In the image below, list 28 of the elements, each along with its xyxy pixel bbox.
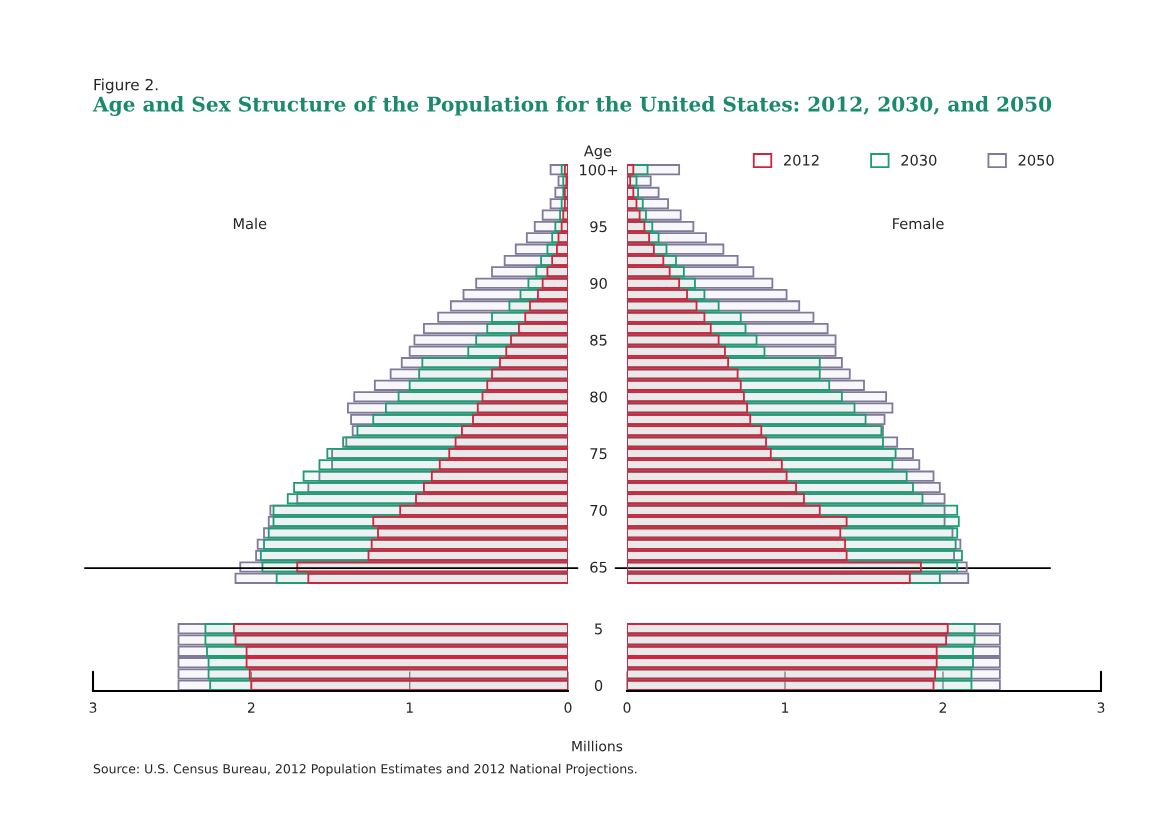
x-tick-label: 3: [1097, 702, 1105, 713]
chart-title: Age and Sex Structure of the Population for the United States: 2012, 2030, and 2050: [92, 96, 1052, 116]
x-tick-label: 2: [247, 702, 255, 713]
y-axis-title: Age: [583, 145, 612, 160]
x-tick-label: 0: [564, 702, 572, 713]
legend-label: 2050: [1018, 154, 1054, 166]
source-note: Source: U.S. Census Bureau, 2012 Population Estimates and 2012 National Projections.: [93, 763, 637, 776]
legend-label: 2012: [784, 154, 819, 166]
y-tick-label: 65: [590, 561, 607, 573]
y-tick-label: 90: [590, 277, 607, 289]
y-tick-label: 95: [590, 221, 607, 233]
x-tick-label: 2: [939, 702, 947, 713]
x-tick-label: 1: [782, 702, 789, 713]
y-tick-label: 5: [595, 623, 602, 635]
y-tick-label: 70: [590, 504, 607, 516]
x-tick-label: 1: [406, 702, 413, 713]
legend-label: 2030: [901, 154, 937, 166]
y-tick-label: 75: [590, 448, 607, 460]
x-tick-label: 3: [89, 702, 97, 713]
chart-subtitle: Figure 2.: [94, 78, 158, 94]
x-tick-label: 0: [623, 702, 631, 713]
y-tick-label: 100+: [580, 164, 618, 176]
y-tick-label: 80: [590, 391, 607, 403]
y-tick-label: 0: [594, 680, 603, 692]
y-tick-label: 85: [590, 334, 607, 346]
annotation: Female: [893, 217, 944, 230]
annotation: Male: [233, 217, 267, 230]
x-axis-title: Millions: [572, 740, 623, 752]
